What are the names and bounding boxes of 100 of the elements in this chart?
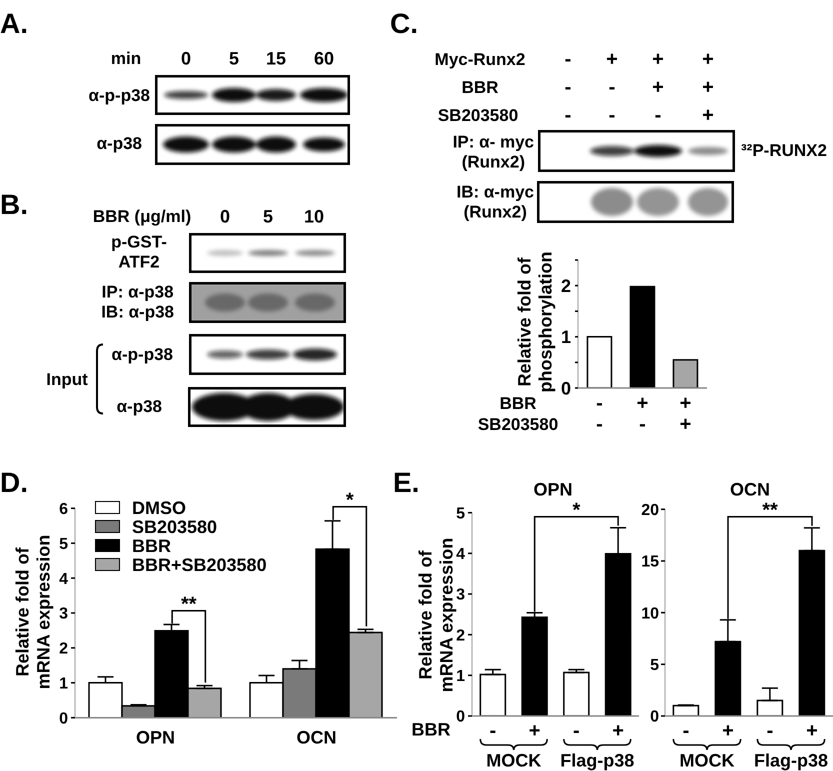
text: + (702, 104, 714, 128)
annotation: ** (762, 499, 778, 522)
y-tick-label: 3 (59, 606, 68, 623)
x-tick-label: + (612, 720, 624, 742)
y-tick-label: 15 (641, 554, 660, 571)
text: 5 (228, 48, 240, 70)
text: BBR (μg/ml) (92, 207, 192, 227)
text: IP: α-p38 IB: α-p38 (101, 282, 174, 322)
text: + (680, 392, 692, 416)
x-axis-title: BBR (412, 720, 450, 740)
legend-label: BBR+SB203580 (132, 554, 267, 575)
annotation: * (346, 489, 354, 512)
text: - (654, 104, 662, 128)
bar (672, 704, 700, 716)
text: - (596, 392, 603, 416)
x-tick-label: OPN (136, 727, 176, 748)
text: 0 (180, 48, 192, 70)
text: 60 (314, 48, 334, 70)
text: Input (46, 370, 88, 390)
text: Flag-p38 (754, 750, 828, 771)
bar (586, 336, 612, 388)
text: MOCK (680, 750, 734, 771)
text: + (652, 48, 664, 72)
text: + (652, 76, 664, 100)
y-tick-label: 2 (59, 640, 68, 658)
text: α-p38 (96, 134, 142, 154)
text: 15 (266, 48, 286, 70)
y-tick-label: 3 (456, 586, 466, 604)
text: - (608, 104, 616, 128)
text: SB203580 (478, 415, 558, 435)
text: 10 (304, 206, 324, 228)
bar (480, 674, 506, 716)
text: - (564, 104, 572, 128)
text: SB203580 (438, 106, 518, 126)
text: α-p-p38 (112, 345, 173, 365)
x-tick-label: - (766, 720, 774, 742)
text: + (636, 392, 648, 416)
text: C. (390, 8, 418, 40)
text: α-p38 (116, 397, 162, 417)
y-tick-label: 6 (59, 500, 68, 518)
legend-label: SB203580 (132, 516, 218, 537)
text: A. (0, 8, 28, 40)
text: 0 (220, 206, 230, 228)
annotation: * (572, 499, 580, 522)
y-tick-label: 2 (456, 627, 466, 644)
text: min (110, 49, 142, 69)
text: - (639, 414, 646, 436)
text: 5 (262, 206, 274, 228)
y-axis-title: Relative fold of mRNA expression (415, 538, 456, 692)
x-tick-label: + (722, 720, 734, 742)
y-tick-label: 2 (560, 276, 571, 296)
y-tick-label: 20 (641, 502, 660, 519)
text: - (564, 76, 572, 100)
text: - (564, 48, 572, 72)
chart-title: D. (0, 466, 28, 499)
text: p-GST- ATF2 (111, 232, 167, 272)
y-tick-label: 0 (560, 378, 571, 398)
text: - (596, 414, 603, 436)
text: MOCK (486, 750, 542, 771)
text: Myc-Runx2 (434, 50, 526, 70)
y-tick-label: 1 (560, 327, 571, 348)
x-tick-label: - (682, 720, 690, 742)
y-axis-title: Relative fold of phosphorylation (514, 252, 556, 392)
legend-label: DMSO (132, 498, 186, 518)
text: + (702, 48, 714, 72)
text: BBR (462, 78, 498, 98)
annotation: ** (180, 593, 197, 616)
text: B. (0, 188, 28, 222)
text: - (608, 76, 616, 100)
bar (563, 672, 590, 716)
text: + (702, 76, 714, 100)
chart-title: E. (393, 466, 420, 499)
y-tick-label: 0 (59, 710, 68, 728)
text: + (680, 414, 692, 436)
text: IP: α- myc (Runx2) (452, 132, 534, 172)
text: α-p-p38 (88, 86, 150, 106)
x-tick-label: + (528, 720, 540, 742)
x-tick-label: - (573, 720, 580, 742)
y-axis-title: Relative fold of mRNA expression (12, 534, 54, 690)
y-tick-label: 4 (59, 570, 68, 588)
y-tick-label: 0 (650, 708, 660, 726)
legend-label: BBR (132, 536, 171, 556)
bar (630, 286, 656, 388)
bar (521, 616, 548, 716)
y-tick-label: 1 (456, 668, 466, 686)
y-tick-label: 4 (456, 546, 466, 564)
y-tick-label: 0 (456, 708, 466, 726)
x-tick-label: OCN (296, 727, 336, 748)
text: BBR (500, 394, 536, 414)
text: + (606, 48, 618, 72)
y-tick-label: 5 (650, 657, 660, 674)
y-tick-label: 5 (59, 536, 68, 553)
chart-title: OCN (730, 480, 770, 500)
y-tick-label: 1 (59, 675, 68, 692)
y-tick-label: 10 (641, 605, 660, 622)
x-tick-label: - (490, 720, 496, 742)
text: ³²P-RUNX2 (741, 141, 827, 161)
bar (672, 359, 698, 388)
text: Flag-p38 (560, 750, 634, 771)
chart-subtitle: OPN (533, 480, 573, 500)
